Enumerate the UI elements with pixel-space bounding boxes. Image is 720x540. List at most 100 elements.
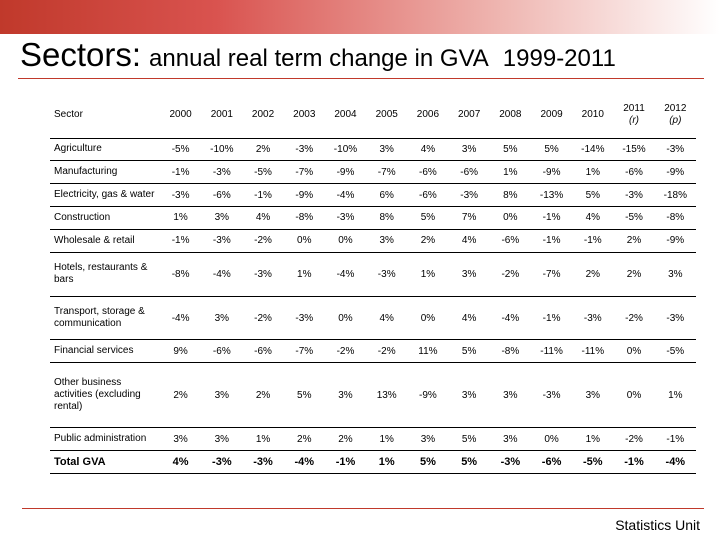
year-label: 2002 [251,108,275,120]
value-cell: -5% [572,450,614,474]
value-cell: 3% [654,252,696,297]
value-cell: 3% [160,427,202,452]
value-cell: 3% [201,296,243,341]
value-cell: -13% [530,183,573,207]
year-label: 2008 [499,108,522,120]
value-cell: -1% [160,160,202,185]
year-column-header: 2007 [448,92,490,139]
value-cell: -18% [654,183,696,207]
value-cell: 3% [201,427,243,452]
value-cell: -3% [201,450,243,474]
value-cell: 5% [489,138,531,162]
value-cell: -7% [366,160,408,185]
year-label: 2006 [416,108,440,120]
sector-column-header: Sector [50,92,160,139]
value-cell: 2% [324,427,367,452]
value-cell: -1% [242,183,284,207]
title-years: 1999-2011 [502,45,616,72]
value-cell: -4% [489,296,531,341]
value-cell: -1% [530,229,573,253]
table-body: Agriculture -5% -10% 2% -3% -10% 3% 4% 3% 5% 5% -14… [50,138,696,474]
value-cell: 2% [283,427,325,452]
value-cell: 11% [407,339,449,364]
year-column-header: 2010 [572,92,614,139]
value-cell: 4% [366,296,408,341]
gva-table: Sector 2000 2001 2002 2003 2004 2005 2006 2007 2… [50,92,696,474]
sector-label: Construction [50,206,160,230]
table-row: Manufacturing -1% -3% -5% -7% -9% -7% -6% -6% 1% -… [50,160,696,185]
value-cell: -1% [572,229,614,253]
value-cell: -4% [324,183,367,207]
value-cell: 1% [489,160,531,185]
value-cell: -1% [160,229,202,253]
sector-label: Wholesale & retail [50,229,160,253]
sector-label: Electricity, gas & water [50,183,160,207]
value-cell: -6% [242,339,284,364]
value-cell: -3% [160,183,202,207]
value-cell: 5% [283,362,325,429]
table-row: Agriculture -5% -10% 2% -3% -10% 3% 4% 3% 5% 5% -14… [50,138,696,162]
value-cell: -3% [572,296,614,341]
top-gradient-bar [0,0,720,34]
value-cell: 3% [448,138,490,162]
value-cell: -4% [654,450,696,474]
value-cell: -15% [613,138,655,162]
year-column-header: 2000 [160,92,202,139]
value-cell: -2% [489,252,531,297]
title-sub: annual real term change in GVA [149,45,489,72]
value-cell: -5% [242,160,284,185]
sector-label: Public administration [50,427,160,452]
year-column-header: 2005 [366,92,408,139]
year-column-header: 2006 [407,92,449,139]
sector-label: Transport, storage & communication [50,296,160,341]
value-cell: -3% [530,362,573,429]
page-title: Sectors: annual real term change in GVA 19… [20,36,616,74]
year-column-header: 2003 [283,92,325,139]
value-cell: -4% [201,252,243,297]
value-cell: -7% [530,252,573,297]
table-row: Construction 1% 3% 4% -8% -3% 8% 5% 7% 0% -1% 4% -5%… [50,206,696,230]
sector-label: Other business activities (excluding ren… [50,362,160,429]
year-label: 2009 [540,108,563,120]
value-cell: 5% [407,206,449,230]
table-row: Electricity, gas & water -3% -6% -1% -9% -4% 6… [50,183,696,207]
value-cell: -3% [448,183,490,207]
year-column-header: 2012 (p) [654,92,696,139]
year-label: 2010 [581,108,604,120]
value-cell: 3% [201,206,243,230]
value-cell: 0% [283,229,325,253]
year-column-header: 2001 [201,92,243,139]
value-cell: 4% [160,450,202,474]
value-cell: -3% [242,252,284,297]
value-cell: 5% [407,450,449,474]
year-label: 2012 [664,102,687,114]
value-cell: 2% [613,229,655,253]
year-label: 2005 [375,108,398,120]
value-cell: -3% [654,296,696,341]
value-cell: -3% [201,160,243,185]
value-cell: 0% [324,229,367,253]
year-label: 2004 [334,108,357,120]
value-cell: -1% [324,450,367,474]
value-cell: 5% [530,138,573,162]
value-cell: 0% [324,296,367,341]
table-row: Transport, storage & communication -4% 3% -… [50,296,696,341]
value-cell: -7% [283,160,325,185]
value-cell: 1% [572,427,614,452]
value-cell: -3% [654,138,696,162]
value-cell: -3% [242,450,284,474]
value-cell: -1% [530,296,573,341]
year-label: 2003 [293,108,316,120]
value-cell: -8% [654,206,696,230]
value-cell: 3% [366,138,408,162]
value-cell: 8% [489,183,531,207]
value-cell: -6% [530,450,573,474]
value-cell: -10% [324,138,367,162]
value-cell: 2% [242,362,284,429]
value-cell: 3% [324,362,367,429]
value-cell: 3% [489,427,531,452]
value-cell: 9% [160,339,202,364]
year-column-header: 2002 [242,92,284,139]
value-cell: -4% [283,450,325,474]
value-cell: -6% [201,183,243,207]
